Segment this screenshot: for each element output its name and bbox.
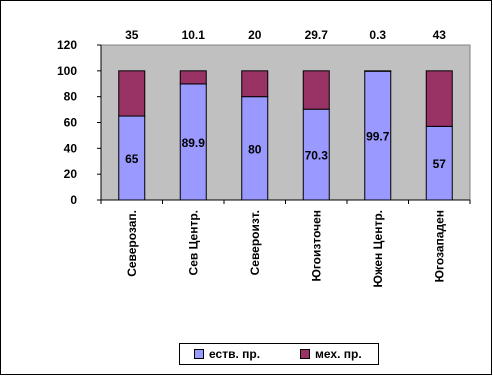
bar-1-3 [302, 70, 330, 110]
data-label-1-1: 10.1 [182, 28, 206, 42]
data-label-0-1: 89.9 [182, 136, 206, 150]
data-label-1-5: 43 [433, 28, 447, 42]
data-label-0-0: 65 [125, 152, 139, 166]
legend-item-0: еств. пр. [194, 347, 260, 361]
data-label-0-2: 80 [248, 142, 262, 156]
legend: еств. пр. мех. пр. [179, 343, 379, 365]
bar-1-2 [241, 70, 269, 98]
x-tick-label-1: Сев Центр. [186, 210, 200, 275]
y-tick-label-4: 80 [64, 90, 78, 104]
legend-swatch-1 [300, 349, 311, 359]
legend-swatch-0 [194, 349, 204, 359]
data-label-1-3: 29.7 [305, 28, 329, 42]
data-label-0-5: 57 [433, 157, 447, 171]
y-tick-label-3: 60 [64, 116, 78, 130]
legend-label-1: мех. пр. [315, 347, 362, 361]
x-tick-label-3: Югоизточен [309, 210, 323, 282]
x-tick-label-4: Южен Центр. [371, 210, 385, 288]
bar-0-4 [364, 70, 392, 201]
y-tick-label-6: 120 [57, 38, 77, 52]
y-tick-label-1: 20 [64, 167, 78, 181]
legend-item-1: мех. пр. [300, 347, 362, 361]
data-label-1-2: 20 [248, 28, 262, 42]
bar-0-1 [179, 83, 207, 201]
bar-0-2 [241, 96, 269, 201]
bar-0-5 [425, 125, 453, 201]
x-tick-label-5: Югозападен [432, 210, 446, 282]
data-label-0-4: 99.7 [366, 130, 390, 144]
data-label-1-4: 0.3 [369, 28, 386, 42]
legend-label-0: еств. пр. [209, 347, 261, 361]
bar-0-3 [302, 108, 330, 201]
y-tick-label-0: 0 [70, 193, 77, 207]
y-tick-label-2: 40 [64, 141, 78, 155]
x-tick-label-2: Североизт. [248, 210, 262, 275]
bar-1-5 [425, 70, 453, 127]
data-label-1-0: 35 [125, 28, 139, 42]
bar-1-0 [118, 70, 146, 117]
bar-1-1 [179, 70, 207, 85]
data-label-0-3: 70.3 [305, 149, 329, 163]
y-tick-label-5: 100 [57, 64, 77, 78]
x-tick-label-0: Северозап. [125, 210, 139, 277]
plot-area [100, 44, 471, 201]
bar-0-0 [118, 115, 146, 201]
